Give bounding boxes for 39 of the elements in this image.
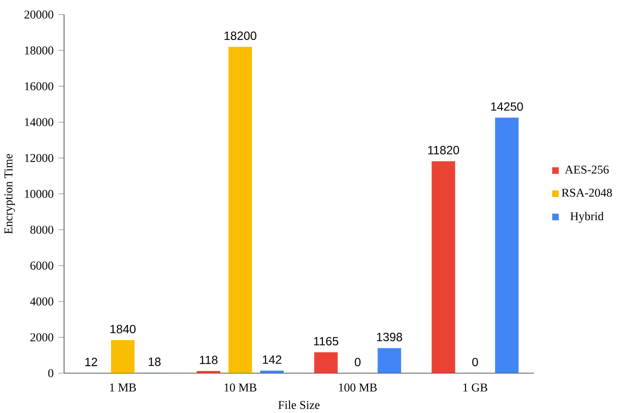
- data-label: 11820: [428, 146, 460, 154]
- data-label: 1840: [110, 324, 136, 334]
- y-tick-label: 12000: [25, 154, 54, 162]
- y-tick-label: 20000: [24, 10, 54, 18]
- x-tick-label: 100 MB: [339, 383, 377, 392]
- bar: [314, 352, 338, 373]
- x-tick-label: 1 GB: [463, 383, 488, 392]
- y-tick-label: 16000: [25, 82, 54, 90]
- bar: [495, 117, 519, 373]
- y-tick-label: 4000: [30, 297, 54, 306]
- y-tick-label: 18000: [25, 46, 54, 54]
- bar: [228, 46, 252, 373]
- data-label: 18200: [224, 31, 256, 40]
- y-tick-label: 14000: [25, 118, 54, 126]
- legend-label: RSA-2048: [562, 188, 612, 197]
- y-axis-title: Encryption Time: [4, 154, 15, 234]
- legend-label: Hybrid: [570, 212, 604, 222]
- x-axis-title: File Size: [278, 400, 320, 409]
- bar: [111, 340, 135, 373]
- y-tick-label: 10000: [25, 190, 54, 198]
- x-tick-label: 1 MB: [110, 383, 136, 392]
- data-label: 14250: [491, 102, 523, 111]
- bar: [432, 161, 456, 373]
- data-label: 18: [148, 357, 161, 366]
- legend-label: AES-256: [564, 165, 609, 174]
- data-label: 0: [472, 358, 478, 366]
- y-tick-label: 6000: [30, 261, 54, 270]
- bar: [378, 348, 402, 373]
- y-tick-label: 2000: [30, 333, 54, 342]
- bar: [260, 370, 284, 373]
- data-label: 1165: [314, 336, 338, 346]
- data-label: 12: [85, 358, 98, 366]
- data-label: 0: [354, 358, 361, 366]
- data-label: 118: [200, 356, 218, 364]
- y-tick-label: 8000: [30, 225, 54, 234]
- x-tick-label: 10 MB: [224, 383, 256, 392]
- data-label: 1398: [377, 332, 402, 342]
- y-tick-label: 0: [48, 368, 54, 377]
- data-label: 142: [262, 355, 282, 364]
